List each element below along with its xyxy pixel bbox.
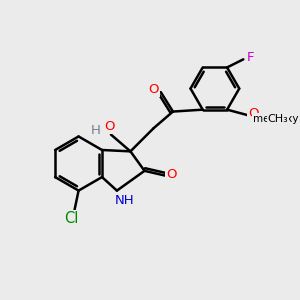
Text: CH₃: CH₃ (267, 114, 288, 124)
Text: H: H (91, 124, 101, 137)
Text: O: O (166, 168, 177, 181)
Text: F: F (246, 51, 254, 64)
Text: O: O (104, 120, 115, 133)
Text: methoxy: methoxy (253, 114, 298, 124)
Text: NH: NH (115, 194, 134, 207)
Text: Cl: Cl (64, 211, 79, 226)
Text: O: O (149, 83, 159, 96)
Text: O: O (248, 107, 259, 120)
